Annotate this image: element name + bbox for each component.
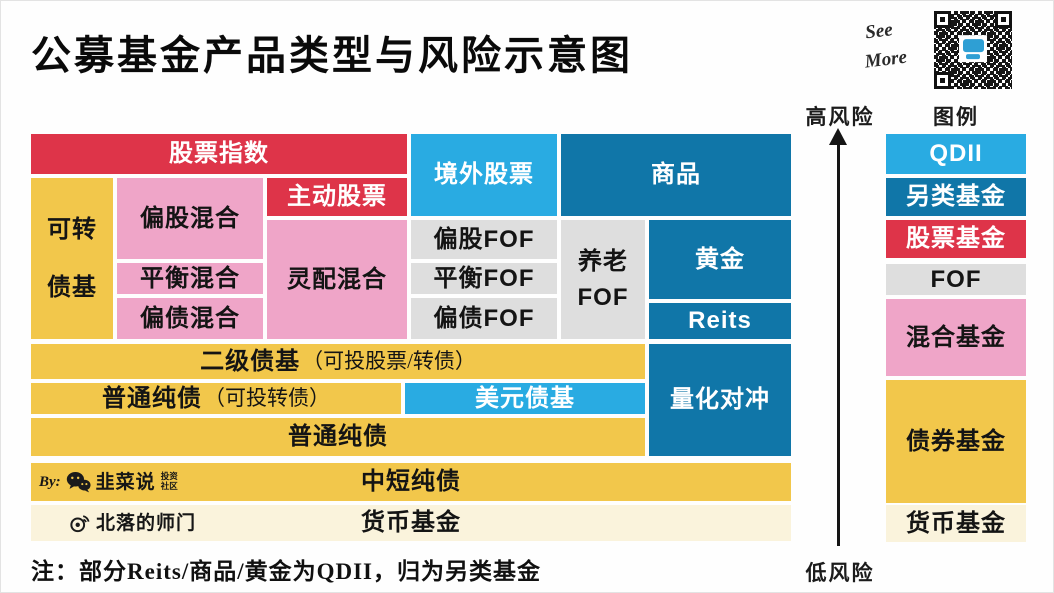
money-fund-label: 货币基金 [361, 509, 461, 536]
block-partial-stock-fof: 偏股FOF [411, 220, 557, 259]
page-title: 公募基金产品类型与风险示意图 [31, 34, 633, 78]
qr-logo-card [962, 38, 984, 52]
block-pension-fof: 养老 FOF [561, 220, 645, 339]
wechat-icon [66, 472, 91, 493]
high-risk-label: 高风险 [805, 105, 875, 129]
weibo-byline: 北落的师门 [69, 505, 196, 541]
block-usd-bond: 美元债基 [405, 383, 645, 414]
by-label: By: [39, 473, 61, 490]
legend-title: 图例 [933, 105, 979, 129]
block-short-term-bond: By: 韭菜说 投资 社区 中短纯债 [31, 463, 791, 501]
qr-center-logo [959, 35, 987, 63]
pure-bond-convertible-note: （可投转债） [204, 386, 330, 410]
block-stock-index: 股票指数 [31, 134, 407, 174]
block-pure-bond: 普通纯债 [31, 418, 645, 456]
block-secondary-bond: 二级债基 （可投股票/转债） [31, 344, 645, 379]
block-commodity: 商品 [561, 134, 791, 216]
short-term-bond-label: 中短纯债 [361, 468, 461, 495]
legend-item-stock: 股票基金 [886, 220, 1026, 258]
legend-item-qdii: QDII [886, 134, 1026, 174]
block-balanced-mix: 平衡混合 [117, 263, 263, 294]
block-partial-bond-fof: 偏债FOF [411, 298, 557, 339]
qr-logo-pill [966, 53, 980, 59]
block-active-stock: 主动股票 [267, 178, 407, 216]
convertible-bond-line2: 债基 [47, 273, 97, 301]
low-risk-label: 低风险 [805, 561, 875, 585]
legend-item-money: 货币基金 [886, 505, 1026, 542]
pension-fof-line2: FOF [577, 283, 629, 311]
legend-item-fof: FOF [886, 264, 1026, 295]
wechat-subtitle-line1: 投资 [160, 471, 178, 482]
wechat-subtitle-line2: 社区 [160, 481, 178, 491]
wechat-brand-subtitle: 投资 社区 [160, 471, 178, 492]
weibo-account-name: 北落的师门 [96, 512, 197, 534]
block-money-fund: 北落的师门 货币基金 [31, 505, 791, 541]
footnote: 注：部分Reits/商品/黄金为QDII，归为另类基金 [31, 559, 541, 584]
block-pure-bond-convertible: 普通纯债 （可投转债） [31, 383, 401, 414]
qr-finder-icon [995, 11, 1012, 28]
block-reits: Reits [649, 303, 791, 339]
qr-code [934, 11, 1012, 89]
weibo-icon [70, 515, 90, 533]
qr-finder-icon [934, 72, 951, 89]
risk-arrow-head-icon [829, 128, 847, 145]
wechat-brand-name: 韭菜说 [95, 471, 156, 493]
convertible-bond-line1: 可转 [47, 215, 97, 243]
block-gold: 黄金 [649, 220, 791, 299]
pension-fof-line1: 养老 [578, 247, 628, 275]
see-more-line2: More [863, 46, 909, 73]
secondary-bond-label: 二级债基 [200, 347, 301, 375]
legend-item-mixed: 混合基金 [886, 299, 1026, 376]
block-quant-hedge: 量化对冲 [649, 344, 791, 456]
block-partial-stock-mix: 偏股混合 [117, 178, 263, 259]
see-more-label: See More [864, 15, 909, 76]
wechat-byline: By: 韭菜说 投资 社区 [39, 463, 178, 501]
legend-item-alternative: 另类基金 [886, 178, 1026, 216]
block-convertible-bond: 可转 债基 [31, 178, 113, 339]
block-overseas-stock: 境外股票 [411, 134, 557, 216]
block-partial-bond-mix: 偏债混合 [117, 298, 263, 339]
pure-bond-convertible-label: 普通纯债 [102, 384, 202, 412]
risk-arrow-line [837, 143, 840, 546]
block-balanced-fof: 平衡FOF [411, 263, 557, 294]
secondary-bond-note: （可投股票/转债） [302, 349, 476, 373]
qr-finder-icon [934, 11, 951, 28]
block-flexible-mix: 灵配混合 [267, 220, 407, 339]
legend-item-bond: 债券基金 [886, 380, 1026, 503]
